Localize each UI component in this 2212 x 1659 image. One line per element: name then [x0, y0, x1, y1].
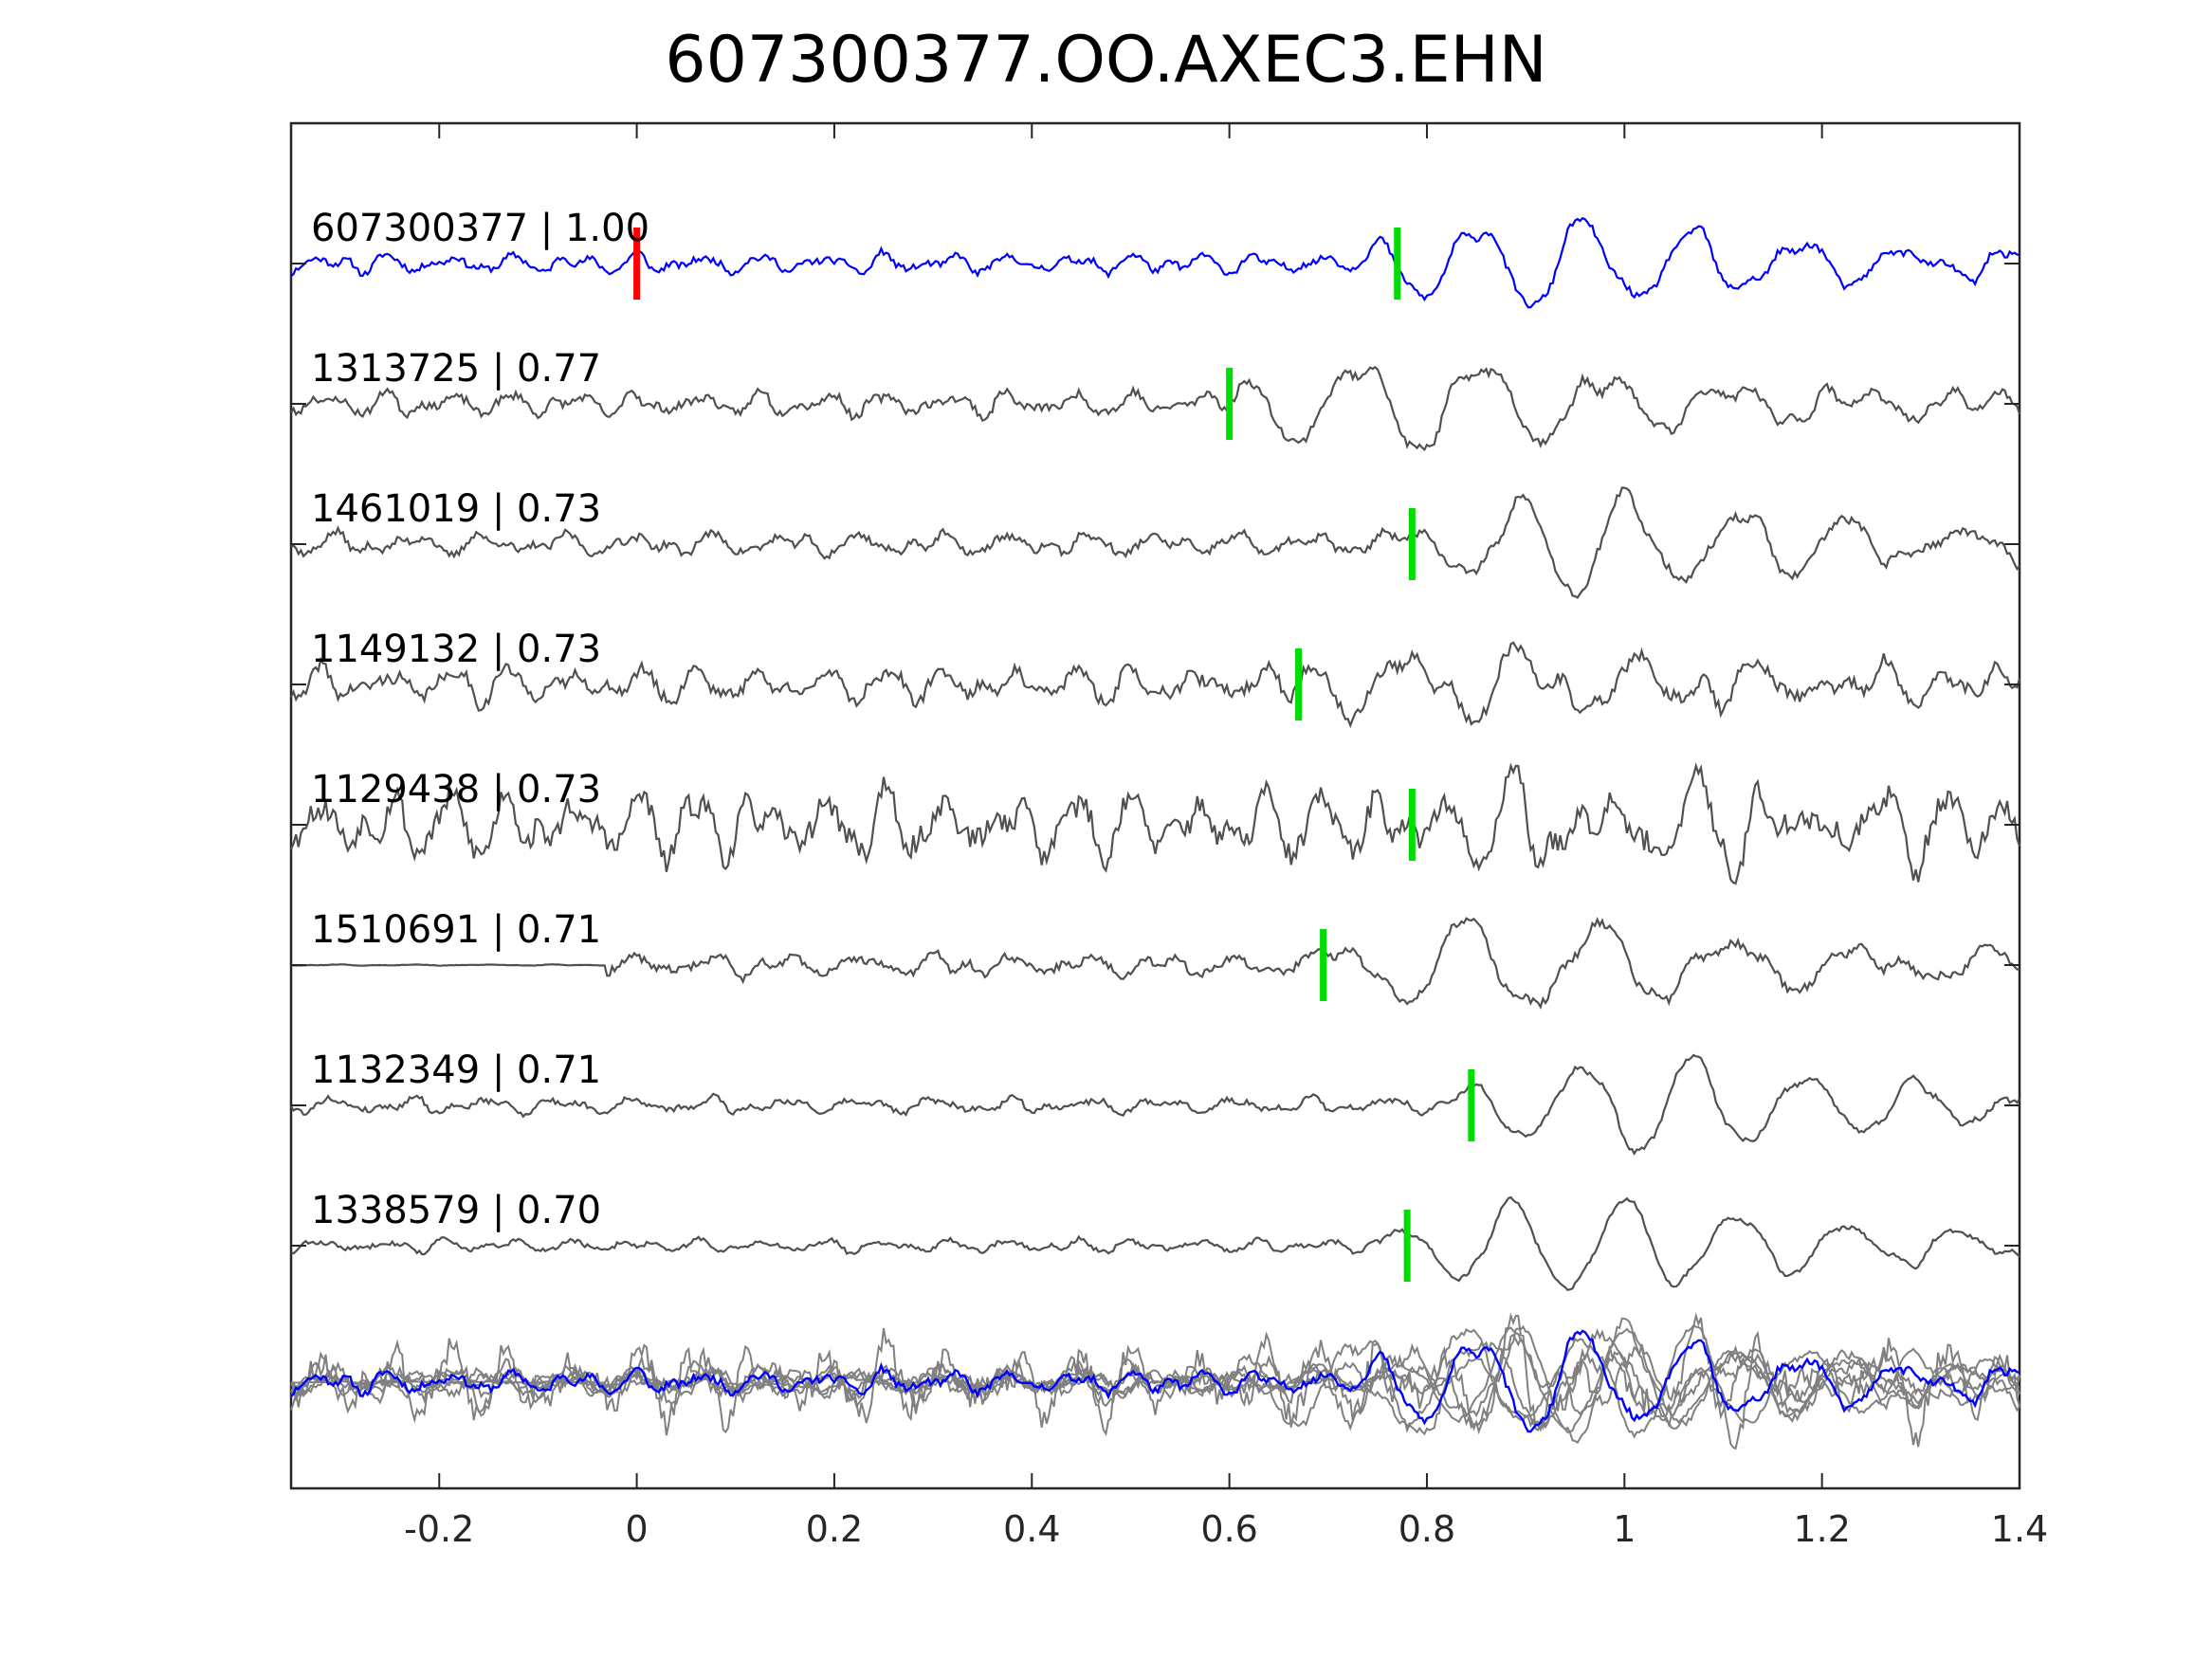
x-tick-label: 0.2: [806, 1508, 863, 1550]
chart-title: 607300377.OO.AXEC3.EHN: [665, 23, 1547, 98]
traces-layer: [289, 216, 2021, 1292]
trace-1338579: [290, 1195, 2020, 1292]
x-tick-label: 1: [1613, 1508, 1636, 1550]
trace-1129438: [289, 762, 2021, 885]
x-tick-label: -0.2: [404, 1508, 474, 1550]
trace-label-1313725: 1313725 | 0.77: [311, 347, 601, 391]
trace-label-607300377: 607300377 | 1.00: [311, 207, 649, 250]
x-tick-label: 1.4: [1991, 1508, 2048, 1550]
trace-label-1149132: 1149132 | 0.73: [311, 628, 601, 671]
x-axis-ticks: -0.2 0 0.2 0.4 0.6 0.8 1 1.2 1.4: [404, 123, 2048, 1550]
stack-trace-607300377: [290, 1329, 2020, 1433]
trace-607300377: [290, 216, 2020, 309]
trace-1313725: [290, 365, 2021, 452]
labels-layer: 607300377 | 1.00 1313725 | 0.77 1461019 | …: [311, 207, 649, 1232]
markers-layer: [633, 228, 1475, 1282]
trace-1461019: [290, 486, 2020, 599]
trace-1132349: [290, 1053, 2020, 1157]
stack-trace-1461019: [290, 1317, 2020, 1445]
x-tick-label: 0.6: [1200, 1508, 1257, 1550]
stack-trace-1129438: [290, 1312, 2020, 1450]
trace-1149132: [290, 641, 2021, 729]
trace-label-1132349: 1132349 | 0.71: [311, 1048, 601, 1092]
x-tick-label: 1.2: [1793, 1508, 1850, 1550]
stack-trace-1149132: [290, 1333, 2020, 1431]
stack-trace-1338579: [290, 1326, 2020, 1434]
x-tick-label: 0.8: [1398, 1508, 1455, 1550]
trace-label-1338579: 1338579 | 0.70: [311, 1189, 601, 1232]
trace-1510691: [290, 917, 2020, 1010]
x-tick-label: 0: [626, 1508, 649, 1550]
trace-label-1510691: 1510691 | 0.71: [311, 908, 601, 952]
stack-layer: [290, 1312, 2020, 1450]
trace-label-1461019: 1461019 | 0.73: [311, 487, 601, 531]
trace-label-1129438: 1129438 | 0.73: [311, 768, 601, 811]
plot-area-frame: [289, 121, 2021, 1490]
x-tick-label: 0.4: [1003, 1508, 1060, 1550]
